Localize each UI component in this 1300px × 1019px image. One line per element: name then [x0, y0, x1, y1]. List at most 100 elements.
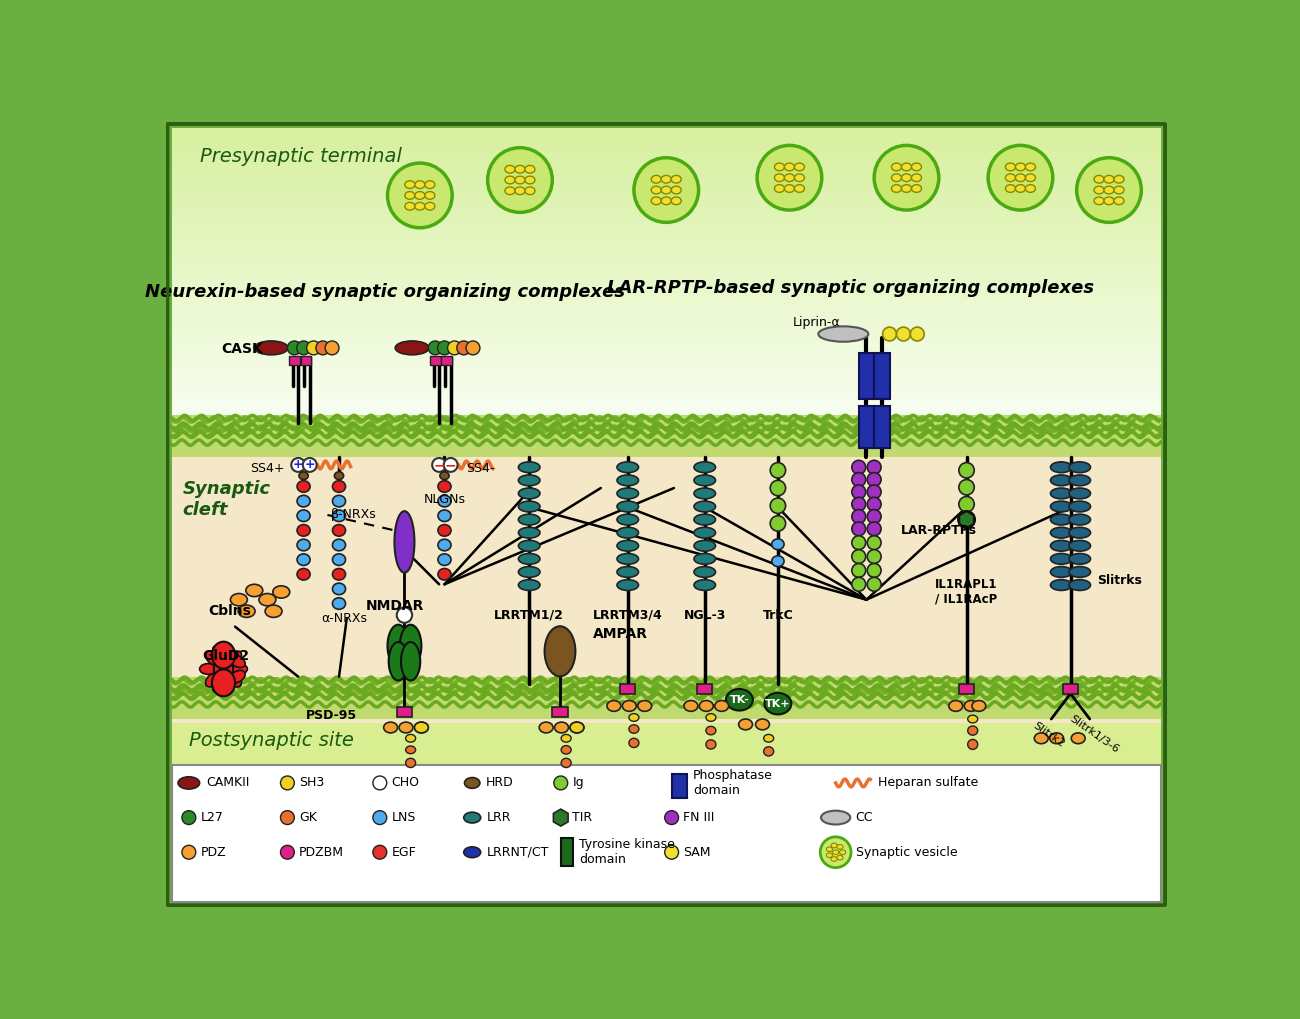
Bar	[172, 300, 1161, 308]
Bar	[172, 415, 1161, 458]
Circle shape	[852, 461, 866, 474]
Circle shape	[456, 341, 471, 355]
Ellipse shape	[772, 555, 784, 567]
Bar	[172, 677, 1161, 719]
Ellipse shape	[540, 722, 552, 733]
Text: Tyrosine kinase
domain: Tyrosine kinase domain	[580, 839, 675, 866]
Text: AMPAR: AMPAR	[593, 628, 649, 641]
Ellipse shape	[230, 593, 247, 606]
Ellipse shape	[763, 735, 773, 742]
Text: PSD-95: PSD-95	[306, 708, 356, 721]
Text: CC: CC	[855, 811, 874, 824]
Bar	[959, 685, 974, 694]
Bar	[172, 292, 1161, 301]
Ellipse shape	[404, 192, 415, 200]
Ellipse shape	[438, 525, 451, 536]
Circle shape	[325, 341, 339, 355]
Text: L27: L27	[200, 811, 224, 824]
Circle shape	[316, 341, 330, 355]
Ellipse shape	[901, 184, 911, 193]
Ellipse shape	[972, 700, 985, 711]
Ellipse shape	[1104, 197, 1114, 205]
Bar	[172, 136, 1161, 144]
Bar	[552, 707, 568, 716]
Ellipse shape	[1050, 540, 1072, 551]
Bar	[172, 214, 1161, 222]
Circle shape	[373, 811, 386, 824]
Text: NLGNs: NLGNs	[424, 493, 465, 506]
Ellipse shape	[1050, 475, 1072, 486]
Ellipse shape	[519, 515, 540, 525]
Circle shape	[867, 564, 881, 578]
Ellipse shape	[1069, 462, 1091, 473]
Ellipse shape	[694, 515, 715, 525]
Ellipse shape	[706, 713, 716, 721]
Ellipse shape	[684, 700, 698, 711]
Ellipse shape	[818, 326, 868, 341]
Circle shape	[959, 480, 974, 495]
Circle shape	[770, 516, 785, 531]
Bar	[172, 128, 1161, 137]
Ellipse shape	[404, 180, 415, 189]
Ellipse shape	[892, 163, 901, 171]
Ellipse shape	[464, 812, 481, 823]
Ellipse shape	[400, 625, 421, 667]
Bar	[874, 354, 889, 399]
Text: SS4+: SS4+	[251, 463, 285, 475]
Ellipse shape	[967, 740, 978, 749]
Circle shape	[867, 485, 881, 499]
Bar	[172, 732, 1161, 734]
Bar	[172, 722, 1161, 726]
Ellipse shape	[706, 727, 716, 735]
Ellipse shape	[504, 186, 515, 195]
Ellipse shape	[623, 700, 636, 711]
Ellipse shape	[1026, 174, 1036, 181]
Circle shape	[432, 458, 446, 472]
Ellipse shape	[1104, 186, 1114, 194]
Circle shape	[291, 458, 305, 472]
Ellipse shape	[389, 642, 408, 681]
Bar	[172, 750, 1161, 752]
Text: FN III: FN III	[684, 811, 715, 824]
Circle shape	[396, 607, 412, 623]
Ellipse shape	[515, 186, 525, 195]
Ellipse shape	[200, 663, 217, 675]
Ellipse shape	[555, 722, 568, 733]
Ellipse shape	[415, 180, 425, 189]
Text: CAMKII: CAMKII	[205, 776, 250, 790]
Bar	[172, 725, 1161, 728]
Ellipse shape	[694, 527, 715, 538]
Ellipse shape	[296, 525, 311, 536]
Ellipse shape	[415, 722, 428, 733]
Ellipse shape	[212, 642, 235, 668]
Ellipse shape	[227, 673, 242, 687]
Circle shape	[852, 497, 866, 512]
Ellipse shape	[296, 495, 311, 506]
Ellipse shape	[949, 700, 963, 711]
Circle shape	[488, 148, 552, 212]
Ellipse shape	[1015, 184, 1026, 193]
Ellipse shape	[794, 174, 805, 181]
Circle shape	[820, 837, 852, 867]
Ellipse shape	[651, 197, 662, 205]
Circle shape	[867, 578, 881, 591]
Bar	[172, 727, 1161, 729]
Ellipse shape	[569, 722, 584, 733]
Bar	[172, 733, 1161, 735]
Bar	[172, 271, 1161, 279]
Ellipse shape	[273, 586, 290, 598]
Bar	[172, 730, 1161, 732]
Ellipse shape	[965, 700, 978, 711]
Bar	[172, 143, 1161, 151]
Bar	[172, 740, 1161, 743]
Ellipse shape	[638, 700, 651, 711]
Ellipse shape	[694, 540, 715, 551]
Text: LRRNT/CT: LRRNT/CT	[486, 846, 549, 859]
Bar	[172, 734, 1161, 737]
Circle shape	[664, 811, 679, 824]
Bar	[859, 354, 874, 399]
Ellipse shape	[299, 472, 308, 480]
Ellipse shape	[519, 580, 540, 590]
Ellipse shape	[438, 495, 451, 506]
Ellipse shape	[1005, 174, 1015, 181]
